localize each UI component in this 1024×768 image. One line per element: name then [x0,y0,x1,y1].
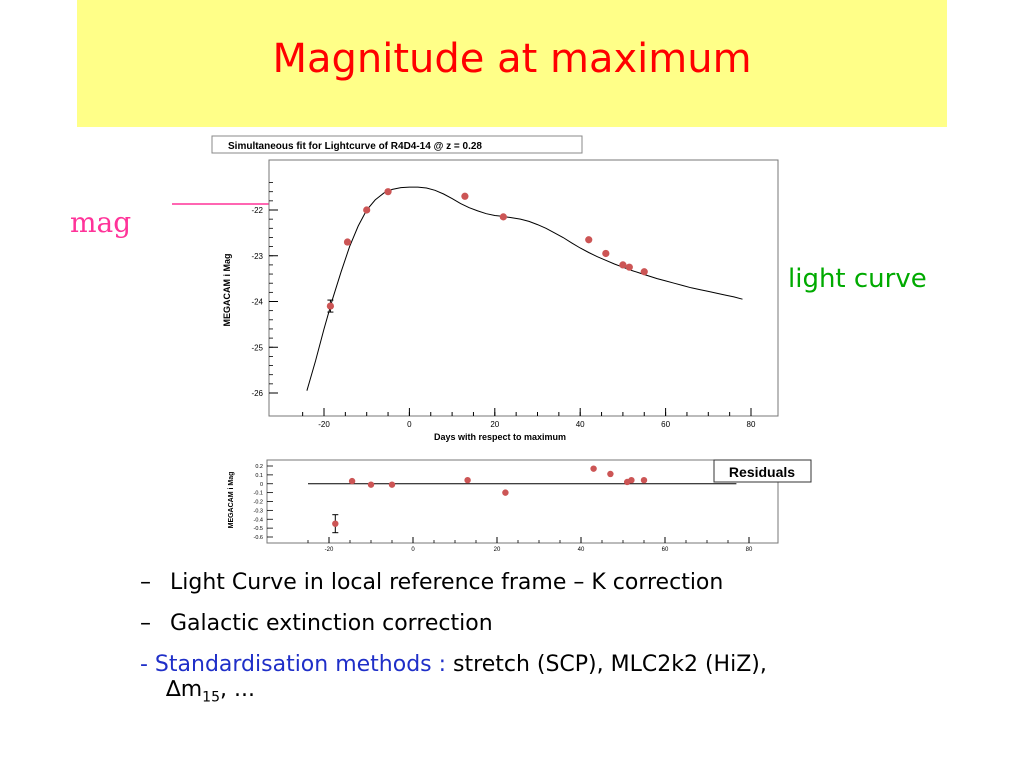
main-y-tick-label: -26 [251,389,263,398]
residual-data-point [628,477,635,484]
residual-data-point [464,477,471,484]
main-data-point [602,249,610,258]
bullet-dash: – [140,570,151,595]
main-data-point [619,261,627,269]
bullet-text: Galactic extinction correction [170,611,493,636]
residual-y-tick-label: 0 [260,482,263,488]
main-data-point [461,192,469,200]
residual-data-point [388,481,396,488]
light-curve-label: light curve [788,264,927,294]
standardisation-text: stretch (SCP), MLC2k2 (HiZ), [446,652,767,677]
main-data-point [343,238,352,246]
main-data-point [585,236,593,244]
main-data-point [384,188,392,196]
bullet-list: – Light Curve in local reference frame – … [140,570,1000,705]
residual-x-tick-label: 0 [411,547,415,553]
residual-y-tick-label: -0.3 [254,508,263,514]
residual-axes: -20 0 20 40 60 80 0.2 0.1 0 -0.1 -0.2 -0.3 -0.4 -0.5 -… [254,464,753,553]
main-chart-title-box [211,135,583,154]
residual-data-point [590,465,597,472]
main-data-point [499,213,507,221]
main-y-tick-label: -24 [251,298,263,307]
main-x-tick-label: 20 [490,420,499,429]
residual-y-tick-label: -0.2 [254,500,263,506]
main-x-tick-label: -20 [318,420,330,429]
standardisation-prefix: - Standardisation methods : [140,652,447,677]
main-data-point [363,206,371,214]
main-plot-frame [268,159,779,417]
residual-y-tick-label: -0.4 [254,517,263,523]
residual-data-point [367,481,375,488]
main-y-tick-label: -25 [251,343,263,352]
residual-x-tick-label: 20 [494,547,501,553]
bullet-item: – Light Curve in local reference frame – … [140,570,1000,611]
residuals-title: Residuals [729,464,795,480]
delta-m: ∆m [166,677,203,702]
main-y-tick-label: -23 [251,252,263,261]
delta-m-subscript: 15 [202,689,220,706]
residual-y-tick-label: 0.1 [255,473,263,479]
residual-data-point [502,489,509,496]
residual-y-axis-label: MEGACAM i Mag [228,472,235,529]
standardisation-item: - Standardisation methods : stretch (SCP… [140,652,1000,677]
bullet-text: Light Curve in local reference frame – K… [170,570,724,595]
main-x-tick-label: 0 [407,420,412,429]
main-y-axis-label: MEGACAM i Mag [222,254,232,327]
main-data-points [326,188,648,313]
main-x-tick-label: 60 [661,420,670,429]
main-data-point [640,268,648,276]
title-band: Magnitude at maximum [77,0,947,127]
residual-x-tick-label: 60 [662,547,669,553]
main-chart-title: Simultaneous fit for Lightcurve of R4D4-… [228,141,482,152]
residual-data-point [607,470,614,478]
main-data-point [326,302,335,310]
residual-y-tick-label: -0.6 [254,535,263,541]
standardisation-suffix: , ... [219,677,255,702]
residual-data-point [640,477,648,484]
residual-data-point [348,477,356,485]
main-x-tick-label: 40 [576,420,585,429]
slide-title: Magnitude at maximum [272,36,752,82]
bullet-dash: – [140,611,151,636]
residual-y-tick-label: -0.5 [254,526,263,532]
mag-label: mag [70,206,132,239]
residual-y-tick-label: 0.2 [255,464,263,470]
residual-x-tick-label: 40 [578,547,585,553]
main-y-tick-label: -22 [251,206,263,215]
main-x-axis-label: Days with respect to maximum [434,432,566,442]
main-data-point [625,263,633,271]
residual-plot-frame [266,459,779,544]
residuals-title-box [713,459,812,483]
residual-data-point [332,520,339,527]
fit-curve [306,186,743,391]
main-x-tick-label: 80 [747,420,756,429]
residual-x-tick-label: -20 [325,547,334,553]
bullet-item: – Galactic extinction correction [140,611,1000,652]
residual-data-points [332,465,648,534]
residual-y-tick-label: -0.1 [254,491,263,497]
standardisation-continuation: ∆m15, ... [140,677,1000,705]
main-axes: -20 0 20 40 60 80 -22 -23 -24 -25 -26 [251,182,756,429]
residual-x-tick-label: 80 [746,547,753,553]
